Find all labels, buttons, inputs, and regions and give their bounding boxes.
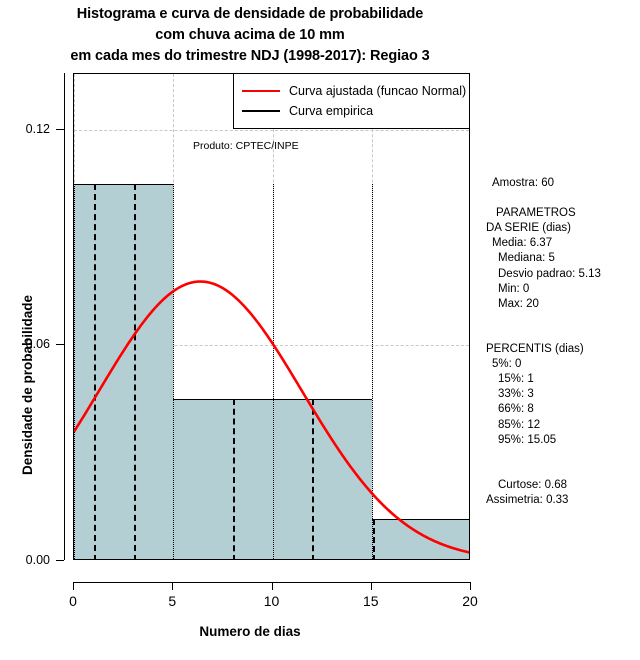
x-axis-tick (271, 582, 273, 590)
fitted-normal-curve (74, 280, 469, 554)
stat-p95: 95%: 15.05 (498, 433, 557, 446)
x-axis-tick-label: 0 (69, 593, 77, 609)
percentile-marker-line (133, 183, 136, 559)
stat-amostra: Amostra: 60 (492, 177, 554, 189)
stat-spacer-3 (486, 327, 640, 342)
stat-assimetria: Assimetria: 0.33 (486, 493, 569, 506)
title-line-2: com chuva acima de 10 mm (155, 27, 345, 43)
histogram-bin-edge (74, 183, 75, 559)
plot-inner: 15%33%66%85%95% (74, 74, 469, 559)
stat-curtose: Curtose: 0.68 (498, 478, 568, 491)
stat-spacer-2 (486, 312, 640, 327)
stat-spacer-5 (486, 463, 640, 478)
stat-p15: 15%: 1 (498, 373, 534, 386)
x-axis-title: Numero de dias (199, 624, 301, 639)
y-axis-tick-label: 0.00 (25, 553, 50, 567)
histogram-bin-edge (371, 183, 373, 559)
stat-percentis-header: PERCENTIS (dias) (486, 343, 584, 356)
y-axis-tick (56, 560, 64, 561)
x-axis-tick (370, 582, 372, 590)
statistics-panel: Amostra: 60 PARAMETROS DA SERIE (dias) M… (486, 176, 640, 508)
stat-p5: 5%: 0 (492, 358, 522, 371)
x-axis-tick-label: 10 (263, 593, 280, 609)
stat-min: Min: 0 (498, 282, 530, 295)
y-axis-title: Densidade de probabilidade (20, 294, 35, 475)
produto-note: Produto: CPTEC/INPE (193, 140, 299, 152)
x-axis-tick (73, 582, 74, 590)
x-axis-tick-label: 5 (168, 593, 177, 609)
legend: Curva ajustada (funcao Normal) Curva emp… (233, 73, 470, 129)
gridline-horizontal (74, 129, 469, 131)
stat-spacer-1 (486, 191, 640, 206)
stat-p33: 33%: 3 (498, 388, 534, 401)
plot-area: 15%33%66%85%95% (73, 73, 470, 560)
y-axis-tick (56, 128, 64, 130)
x-axis-tick (470, 582, 471, 590)
legend-label-fitted: Curva ajustada (funcao Normal) (289, 84, 467, 98)
percentile-marker-line (232, 399, 235, 559)
stat-desvio-padrao: Desvio padrao: 5.13 (498, 267, 601, 280)
histogram-bin-edge (272, 183, 274, 559)
legend-line-icon-empirical (242, 110, 280, 112)
legend-line-icon-fitted (242, 90, 280, 92)
y-axis-tick (56, 344, 64, 346)
chart-title: Histograma e curva de densidade de proba… (0, 4, 500, 67)
stat-p66: 66%: 8 (498, 403, 534, 416)
stat-parametros-header-1: PARAMETROS (496, 207, 576, 220)
histogram-bar (74, 183, 174, 559)
percentile-marker-line (312, 399, 315, 559)
percentile-marker-line (93, 183, 96, 559)
title-line-1: Histograma e curva de densidade de proba… (76, 6, 424, 22)
y-axis-line (64, 73, 65, 560)
stat-media: Media: 6.37 (492, 237, 553, 250)
legend-item-fitted: Curva ajustada (funcao Normal) (242, 81, 466, 101)
percentile-marker-line (372, 518, 375, 559)
stat-max: Max: 20 (498, 297, 539, 310)
legend-item-empirical: Curva empirica (242, 101, 461, 121)
x-axis-tick-label: 15 (362, 593, 379, 609)
x-axis-tick (172, 582, 174, 590)
title-line-3: em cada mes do trimestre NDJ (1998-2017)… (70, 48, 430, 64)
gridline-horizontal (74, 345, 469, 347)
legend-label-empirical: Curva empirica (289, 104, 374, 118)
y-axis-tick-label: 0.12 (25, 121, 50, 136)
x-axis-tick-label: 20 (462, 593, 478, 609)
histogram-bar (371, 518, 469, 559)
stat-spacer-4 (486, 448, 640, 463)
histogram-bar (173, 399, 273, 559)
stat-p85: 85%: 12 (498, 418, 541, 431)
y-axis-tick-label: 0.06 (25, 337, 50, 352)
stat-mediana: Mediana: 5 (498, 252, 555, 265)
histogram-bin-edge (173, 183, 175, 559)
stat-parametros-header-2: DA SERIE (dias) (486, 222, 571, 235)
